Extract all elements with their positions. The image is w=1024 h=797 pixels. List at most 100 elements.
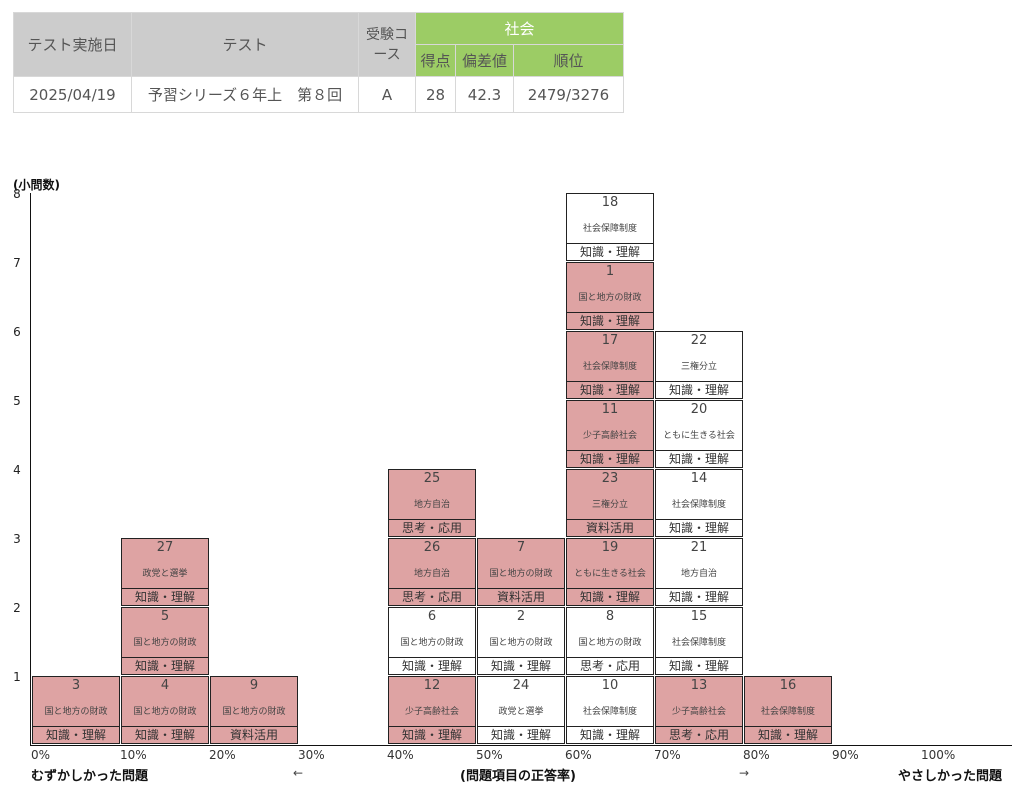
question-category: 思考・応用 xyxy=(389,519,475,536)
question-category: 知識・理解 xyxy=(478,726,564,743)
question-box-23: 23 三権分立 資料活用 xyxy=(566,469,654,537)
question-category: 知識・理解 xyxy=(389,726,475,743)
question-number: 24 xyxy=(512,678,530,693)
footer-arrow-left: ← xyxy=(293,766,304,780)
question-category: 思考・応用 xyxy=(656,726,742,743)
question-category: 知識・理解 xyxy=(122,588,208,605)
question-topic: 少子高齢社会 xyxy=(582,430,637,441)
header-test-date: テスト実施日 xyxy=(13,12,132,77)
question-box-11: 11 少子高齢社会知識・理解 xyxy=(566,400,654,468)
question-topic: 地方自治 xyxy=(413,499,450,510)
question-box-18: 18 社会保障制度 知識・理解 xyxy=(566,193,654,261)
question-category: 知識・理解 xyxy=(567,450,653,467)
question-number: 4 xyxy=(160,678,170,693)
x-tick-label: 90% xyxy=(832,748,859,762)
question-number: 2 xyxy=(516,609,526,624)
x-tick-label: 30% xyxy=(298,748,325,762)
x-tick-label: 0% xyxy=(31,748,51,762)
question-number: 17 xyxy=(601,333,619,348)
header-rank: 順位 xyxy=(513,44,624,77)
question-topic: 政党と選挙 xyxy=(498,706,544,717)
question-topic: 社会保障制度 xyxy=(671,637,726,648)
question-category: 知識・理解 xyxy=(656,450,742,467)
question-topic: 社会保障制度 xyxy=(582,361,637,372)
question-box-21: 21 地方自治知識・理解 xyxy=(655,538,743,606)
question-number: 12 xyxy=(423,678,441,693)
question-topic: ともに生きる社会 xyxy=(663,430,735,441)
question-number: 8 xyxy=(605,609,615,624)
header-test-name: テスト xyxy=(131,12,359,77)
question-topic: 地方自治 xyxy=(413,568,450,579)
question-category: 知識・理解 xyxy=(33,726,119,743)
question-topic: 三権分立 xyxy=(680,361,717,372)
value-course: A xyxy=(358,76,416,113)
question-number: 22 xyxy=(690,333,708,348)
question-box-20: 20 ともに生きる社会知識・理解 xyxy=(655,400,743,468)
footer-arrow-right: → xyxy=(739,766,750,780)
question-box-24: 24 政党と選挙知識・理解 xyxy=(477,676,565,744)
x-tick-label: 100% xyxy=(921,748,956,762)
question-topic: 少子高齢社会 xyxy=(404,706,459,717)
question-topic: 社会保障制度 xyxy=(760,706,815,717)
question-box-27: 27 政党と選挙 知識・理解 xyxy=(121,538,209,606)
question-topic: 社会保障制度 xyxy=(582,223,637,234)
question-number: 6 xyxy=(427,609,437,624)
question-box-8: 8 国と地方の財政 思考・応用 xyxy=(566,607,654,675)
question-topic: ともに生きる社会 xyxy=(574,568,646,579)
value-test-date: 2025/04/19 xyxy=(13,76,132,113)
question-category: 資料活用 xyxy=(211,726,297,743)
question-number: 19 xyxy=(601,540,619,555)
y-axis-label: (小問数) xyxy=(13,178,60,192)
header-score: 得点 xyxy=(415,44,456,77)
question-category: 知識・理解 xyxy=(122,657,208,674)
question-topic: 地方自治 xyxy=(680,568,717,579)
question-number: 21 xyxy=(690,540,708,555)
question-topic: 国と地方の財政 xyxy=(44,706,108,717)
question-topic: 社会保障制度 xyxy=(582,706,637,717)
y-tick-label: 7 xyxy=(13,256,21,270)
question-number: 18 xyxy=(601,195,619,210)
question-box-10: 10 社会保障制度 知識・理解 xyxy=(566,676,654,744)
question-number: 3 xyxy=(71,678,81,693)
y-tick-label: 1 xyxy=(13,670,21,684)
question-topic: 国と地方の財政 xyxy=(133,637,197,648)
question-number: 11 xyxy=(601,402,619,417)
question-box-25: 25 地方自治 思考・応用 xyxy=(388,469,476,537)
footer-axis-title: (問題項目の正答率) xyxy=(460,769,576,784)
question-number: 10 xyxy=(601,678,619,693)
question-topic: 国と地方の財政 xyxy=(578,292,642,303)
question-category: 知識・理解 xyxy=(656,519,742,536)
question-category: 知識・理解 xyxy=(656,588,742,605)
question-topic: 社会保障制度 xyxy=(671,499,726,510)
value-test-name: 予習シリーズ６年上 第８回 xyxy=(131,76,359,113)
question-category: 知識・理解 xyxy=(478,657,564,674)
question-box-4: 4 国と地方の財政 知識・理解 xyxy=(121,676,209,744)
question-box-13: 13 少子高齢社会 思考・応用 xyxy=(655,676,743,744)
question-topic: 国と地方の財政 xyxy=(489,637,553,648)
question-box-9: 9 国と地方の財政 資料活用 xyxy=(210,676,298,744)
question-category: 知識・理解 xyxy=(567,312,653,329)
y-tick-label: 4 xyxy=(13,463,21,477)
question-box-7: 7 国と地方の財政 資料活用 xyxy=(477,538,565,606)
header-deviation: 偏差値 xyxy=(455,44,514,77)
question-category: 知識・理解 xyxy=(122,726,208,743)
question-category: 知識・理解 xyxy=(389,657,475,674)
footer-hard-label: むずかしかった問題 xyxy=(31,769,149,784)
header-course: 受験コース xyxy=(358,12,416,77)
y-tick-label: 5 xyxy=(13,394,21,408)
question-number: 26 xyxy=(423,540,441,555)
header-subject: 社会 xyxy=(415,12,624,45)
y-tick-label: 2 xyxy=(13,601,21,615)
value-score: 28 xyxy=(415,76,456,113)
y-tick-label: 3 xyxy=(13,532,21,546)
question-box-12: 12 少子高齢社会知識・理解 xyxy=(388,676,476,744)
question-category: 知識・理解 xyxy=(567,588,653,605)
x-tick-label: 80% xyxy=(743,748,770,762)
question-category: 知識・理解 xyxy=(656,381,742,398)
question-category: 資料活用 xyxy=(567,519,653,536)
question-category: 思考・応用 xyxy=(389,588,475,605)
question-category: 知識・理解 xyxy=(745,726,831,743)
question-number: 20 xyxy=(690,402,708,417)
question-number: 5 xyxy=(160,609,170,624)
question-topic: 国と地方の財政 xyxy=(222,706,286,717)
